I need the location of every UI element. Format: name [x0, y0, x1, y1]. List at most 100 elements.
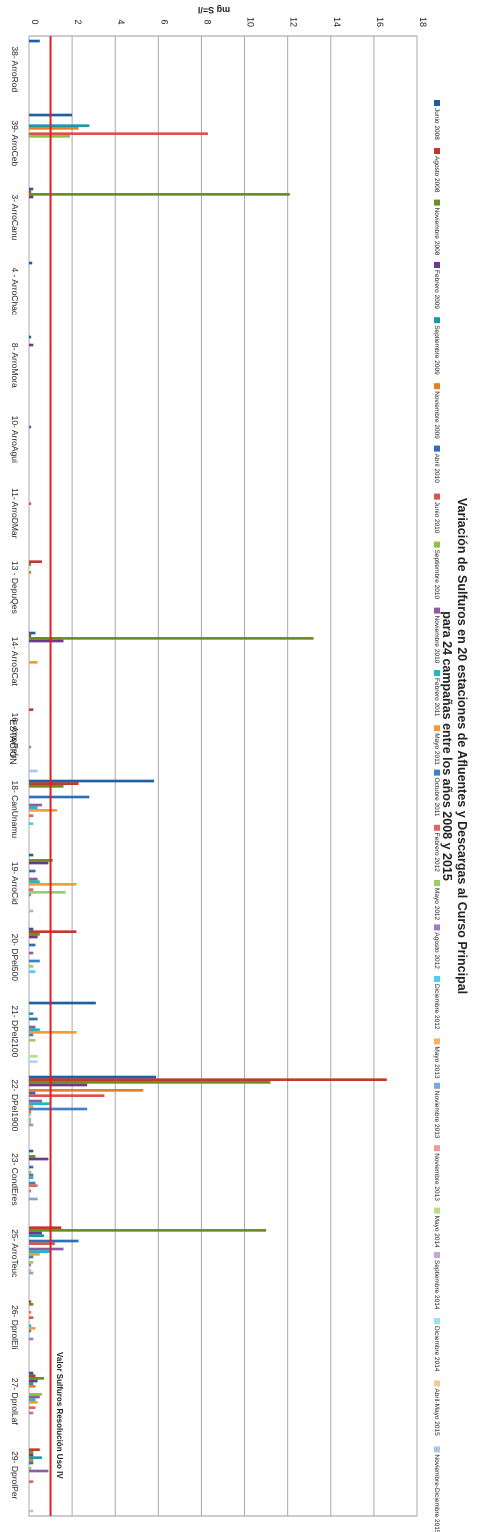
bar: [29, 1371, 34, 1375]
legend-swatch: [434, 1038, 440, 1045]
legend-label: Noviembre 2013: [433, 1153, 440, 1201]
legend-label: Noviembre 2009: [433, 391, 440, 439]
legend-swatch: [434, 880, 440, 886]
x-axis-title: mg S=/l: [198, 5, 230, 15]
legend-label: Septiembre 2010: [433, 550, 440, 600]
bar: [29, 1509, 34, 1513]
bar: [29, 560, 42, 564]
bar: [29, 1379, 38, 1383]
bar: [29, 1091, 36, 1095]
legend: Junio 2008 Agosto 2008 Noviembre 2008 Febre…: [433, 100, 440, 1532]
x-tick-label: 6: [159, 19, 169, 24]
category-label: 20- DPel500: [10, 934, 20, 982]
bar: [29, 634, 32, 638]
bar: [29, 1031, 77, 1034]
bar: [29, 859, 53, 862]
bar: [29, 1171, 32, 1174]
bar: [29, 1181, 36, 1185]
bar: [29, 769, 38, 773]
bar: [29, 1165, 34, 1169]
legend-label: Agosto 2012: [433, 932, 440, 969]
category-label: 25- ArroTeuc: [10, 1229, 20, 1278]
bar: [29, 190, 32, 194]
bar: [29, 1078, 387, 1082]
legend-label: Mayo 2012: [433, 888, 440, 921]
bar: [29, 1316, 34, 1320]
bar: [29, 853, 34, 857]
bar: [29, 1253, 40, 1256]
reference-line-label: Valor Sulfuros Resolución Uso IV: [55, 1352, 64, 1479]
bar: [29, 1255, 34, 1259]
bar: [29, 1017, 38, 1021]
legend-swatch: [434, 262, 440, 268]
bar: [29, 877, 38, 881]
bar: [29, 1385, 36, 1388]
bar: [29, 959, 40, 963]
legend-label: Octubre 2011: [433, 778, 440, 817]
bar: [29, 1107, 88, 1111]
bar: [29, 563, 32, 566]
x-tick-label: 12: [289, 17, 299, 27]
legend-label: Junio 2008: [433, 108, 440, 140]
x-axis-ticks: 0 2 4 6 8 10 12 14 16 18: [30, 17, 428, 27]
bar: [29, 795, 90, 799]
bar: [29, 1075, 157, 1079]
legend-label: Junio 2010: [433, 502, 440, 534]
legend-swatch: [434, 670, 440, 676]
bar: [29, 1118, 32, 1121]
legend-swatch: [434, 1318, 440, 1324]
legend-label: Noviembre 2008: [433, 208, 440, 256]
bar: [29, 1448, 40, 1452]
category-label: 10- ArroAgui: [10, 416, 20, 463]
legend-swatch: [434, 725, 440, 732]
bar: [29, 806, 38, 810]
legend-swatch: [434, 383, 440, 390]
bar: [29, 1157, 49, 1161]
bar: [29, 1324, 32, 1328]
bars: [29, 39, 387, 1513]
legend-swatch: [434, 541, 440, 548]
bar: [29, 1234, 45, 1238]
bar: [29, 890, 66, 894]
x-tick-label: 16: [375, 17, 385, 27]
bar: [29, 1099, 42, 1103]
category-label: 8- ArroMora: [10, 343, 20, 388]
bar: [29, 1038, 36, 1042]
bar: [29, 1054, 38, 1058]
bar: [29, 1327, 36, 1330]
x-tick-label: 18: [418, 17, 428, 27]
bar: [29, 1456, 42, 1460]
legend-label: Febrero 2009: [433, 270, 440, 309]
bar: [29, 1377, 45, 1380]
bar: [29, 1268, 32, 1272]
bar: [29, 631, 36, 635]
bar: [29, 927, 34, 931]
bar: [29, 39, 40, 43]
bar: [29, 1094, 105, 1098]
bar: [29, 1120, 32, 1124]
bar: [29, 1382, 34, 1386]
bar: [29, 1089, 144, 1092]
x-tick-label: 4: [116, 19, 126, 24]
bar: [29, 1398, 36, 1402]
bar: [29, 880, 40, 884]
bar: [29, 1451, 34, 1454]
bar: [29, 1231, 42, 1235]
legend-label: Diciembre 2012: [433, 984, 440, 1030]
legend-label: Mayo 2014: [433, 1216, 440, 1249]
bar: [29, 1411, 34, 1415]
bar: [29, 124, 90, 128]
bar: [29, 1311, 32, 1314]
bar: [29, 883, 77, 886]
bar: [29, 1001, 96, 1005]
legend-swatch: [434, 493, 440, 500]
legend-swatch: [434, 824, 440, 831]
bar: [29, 708, 34, 712]
bar: [29, 1112, 32, 1116]
bar: [29, 1176, 34, 1180]
legend-label: Noviembre 2010: [433, 616, 440, 664]
bar: [29, 1060, 38, 1063]
category-label: 4 - ArroChac: [10, 267, 20, 315]
